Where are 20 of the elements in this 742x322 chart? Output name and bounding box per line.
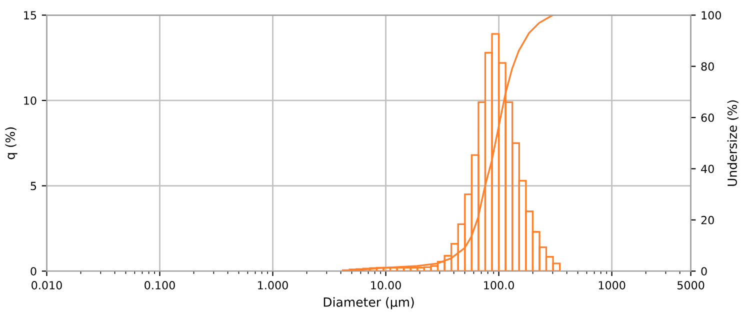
x-tick-label: 5000 (678, 281, 704, 290)
y2-tick-label: 40 (701, 164, 714, 174)
y2-tick-label: 20 (701, 216, 714, 224)
y-axis-title: q (%) (5, 127, 18, 160)
x-axis-title: Diameter (µm) (324, 297, 414, 310)
x-tick-label: 1.000 (258, 281, 288, 290)
x-tick-label: 0.100 (144, 281, 175, 290)
y-tick-label: 15 (24, 11, 36, 20)
y2-tick-label: 100 (702, 11, 721, 20)
y2-axis-title: Undersize (%) (727, 100, 738, 186)
y-tick-label: 5 (30, 182, 36, 190)
y2-tick-label: 0 (701, 267, 707, 276)
y2-tick-label: 80 (701, 62, 714, 71)
y-tick-label: 0 (30, 267, 36, 276)
y-tick-label: 10 (24, 96, 36, 105)
x-tick-label: 1000 (598, 281, 626, 290)
x-tick-label: 100.0 (484, 281, 514, 290)
x-tick-label: 10.00 (371, 281, 401, 290)
y2-tick-label: 60 (701, 114, 714, 122)
x-tick-label: 0.010 (32, 281, 62, 290)
